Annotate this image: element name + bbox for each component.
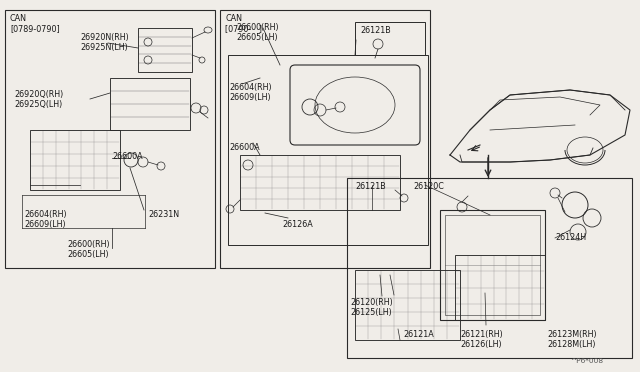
- Bar: [5, 10, 215, 268]
- Bar: [30, 130, 120, 190]
- Text: 26126A: 26126A: [282, 220, 313, 229]
- Text: 26121A: 26121A: [403, 330, 434, 339]
- Text: 26609(LH): 26609(LH): [24, 220, 66, 229]
- Text: 26125(LH): 26125(LH): [350, 308, 392, 317]
- Bar: [440, 210, 545, 320]
- Text: 26920N(RH): 26920N(RH): [80, 33, 129, 42]
- Text: 26120C: 26120C: [413, 182, 444, 191]
- Text: 26605(LH): 26605(LH): [67, 250, 109, 259]
- Bar: [355, 270, 460, 340]
- Bar: [138, 28, 192, 72]
- Text: 26600A: 26600A: [112, 152, 143, 161]
- Text: ^P6*008: ^P6*008: [570, 358, 603, 364]
- Text: 26120(RH): 26120(RH): [350, 298, 393, 307]
- Text: 26124H: 26124H: [555, 233, 586, 242]
- Text: 26605(LH): 26605(LH): [236, 33, 278, 42]
- Bar: [228, 55, 428, 245]
- Text: 26121(RH): 26121(RH): [460, 330, 503, 339]
- Text: 26123M(RH): 26123M(RH): [547, 330, 596, 339]
- Text: 26600(RH): 26600(RH): [67, 240, 109, 249]
- Text: 26920Q(RH): 26920Q(RH): [14, 90, 63, 99]
- Text: [0790-   ]: [0790- ]: [225, 24, 262, 33]
- Bar: [347, 178, 632, 358]
- Text: 26121B: 26121B: [360, 26, 391, 35]
- Text: 26128M(LH): 26128M(LH): [547, 340, 595, 349]
- Text: [0789-0790]: [0789-0790]: [10, 24, 60, 33]
- Text: 26604(RH): 26604(RH): [24, 210, 67, 219]
- Bar: [220, 10, 430, 268]
- Text: 26121B: 26121B: [355, 182, 386, 191]
- Bar: [240, 155, 400, 210]
- Text: CAN: CAN: [10, 14, 27, 23]
- Text: 26600A: 26600A: [229, 143, 260, 152]
- Text: 26231N: 26231N: [148, 210, 179, 219]
- Text: CAN: CAN: [225, 14, 242, 23]
- Bar: [110, 78, 190, 130]
- Text: 26600(RH): 26600(RH): [236, 23, 278, 32]
- Bar: [445, 215, 540, 315]
- Bar: [355, 22, 425, 55]
- Text: 26925N(LH): 26925N(LH): [80, 43, 128, 52]
- Text: 26604(RH): 26604(RH): [229, 83, 271, 92]
- Bar: [455, 255, 545, 320]
- Text: 26925Q(LH): 26925Q(LH): [14, 100, 62, 109]
- Text: 26609(LH): 26609(LH): [229, 93, 271, 102]
- Text: 26126(LH): 26126(LH): [460, 340, 502, 349]
